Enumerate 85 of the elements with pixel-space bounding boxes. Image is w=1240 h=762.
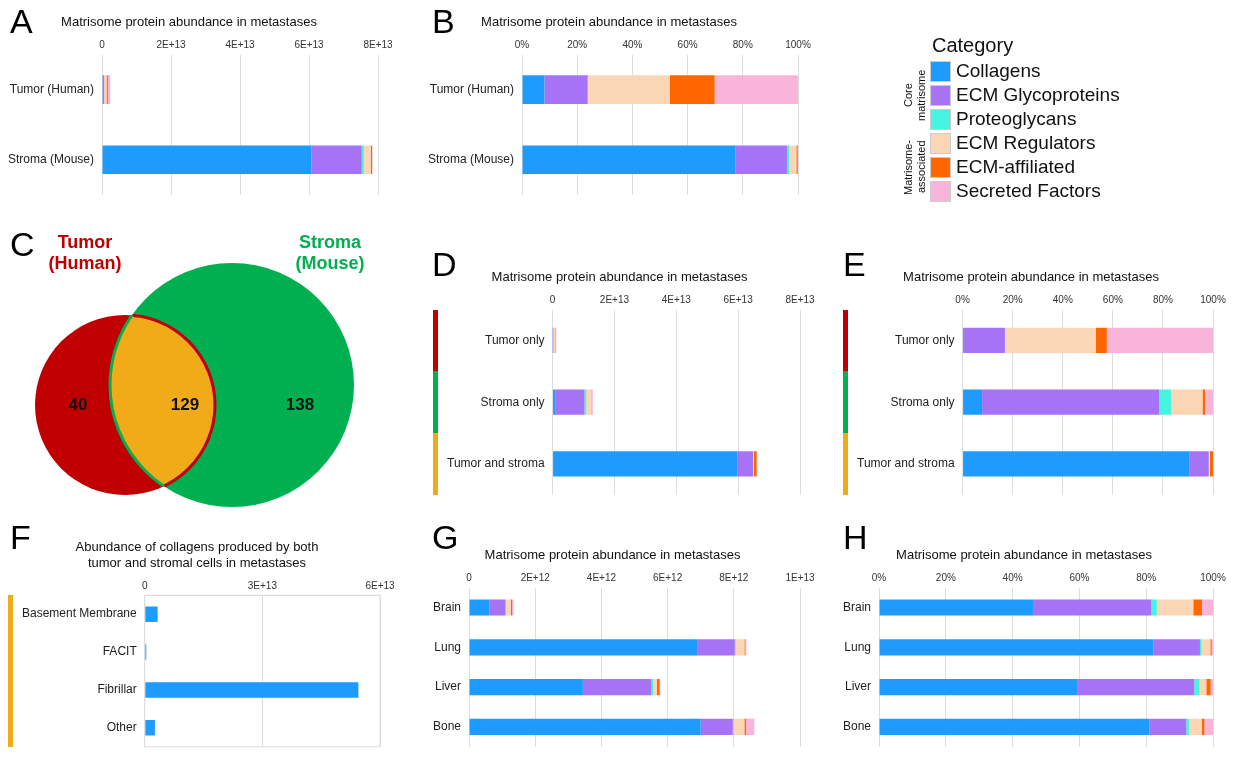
legend-label: ECM Regulators bbox=[956, 132, 1096, 154]
y-tick-label: Stroma (Mouse) bbox=[427, 152, 515, 167]
y-tick-label: Brain bbox=[433, 599, 462, 614]
legend-label: Collagens bbox=[956, 60, 1041, 82]
text: F bbox=[10, 518, 31, 556]
x-tick-label: 20% bbox=[935, 572, 956, 584]
x-tick-label: 0% bbox=[514, 39, 530, 51]
x-tick-label: 1E+13 bbox=[785, 572, 816, 584]
text: C bbox=[10, 225, 35, 263]
x-tick-label: 8E+13 bbox=[363, 39, 394, 51]
x-tick-label: 100% bbox=[1200, 572, 1226, 584]
y-tick-label: Bone bbox=[842, 719, 872, 734]
x-tick-label: 80% bbox=[732, 39, 753, 51]
y-tick-label: Tumor and stroma bbox=[446, 456, 545, 471]
y-tick-label: Basement Membrane bbox=[21, 606, 138, 621]
x-tick-label: 0 bbox=[549, 294, 556, 306]
x-tick-label: 20% bbox=[1002, 294, 1023, 306]
text: Stroma (Mouse) bbox=[295, 231, 365, 273]
x-tick-label: 0% bbox=[871, 572, 887, 584]
text: H bbox=[843, 518, 868, 556]
text: E bbox=[843, 245, 866, 283]
x-tick-label: 4E+12 bbox=[586, 572, 617, 584]
x-tick-label: 4E+13 bbox=[225, 39, 256, 51]
x-tick-label: 80% bbox=[1152, 294, 1174, 306]
text: A bbox=[10, 2, 33, 40]
data-label: 129 bbox=[170, 394, 200, 414]
x-tick-label: 60% bbox=[1069, 572, 1090, 584]
x-tick-label: 100% bbox=[785, 39, 811, 51]
legend-label: Secreted Factors bbox=[956, 180, 1101, 202]
y-tick-label: Tumor (Human) bbox=[429, 81, 515, 96]
y-tick-label: Tumor and stroma bbox=[856, 456, 955, 471]
x-tick-label: 8E+13 bbox=[785, 294, 816, 306]
chart-title: Matrisome protein abundance in metastases bbox=[903, 269, 1160, 285]
x-tick-label: 3E+13 bbox=[247, 579, 278, 591]
x-tick-label: 60% bbox=[677, 39, 698, 51]
chart-title: Matrisome protein abundance in metastases bbox=[896, 547, 1153, 563]
x-tick-label: 6E+13 bbox=[294, 39, 325, 51]
text: Core matrisome bbox=[902, 68, 928, 123]
y-tick-label: Tumor only bbox=[485, 332, 545, 347]
x-tick-label: 0 bbox=[99, 39, 106, 51]
x-tick-label: 6E+13 bbox=[365, 579, 396, 591]
y-tick-label: Stroma only bbox=[890, 394, 955, 409]
x-tick-label: 60% bbox=[1102, 294, 1123, 306]
x-tick-label: 0 bbox=[141, 579, 148, 591]
x-tick-label: 8E+12 bbox=[719, 572, 749, 584]
legend-label: Proteoglycans bbox=[956, 108, 1077, 130]
text: G bbox=[432, 518, 459, 556]
x-tick-label: 0% bbox=[955, 294, 970, 306]
x-tick-label: 20% bbox=[567, 39, 588, 51]
x-tick-label: 6E+12 bbox=[653, 572, 683, 584]
x-tick-label: 2E+12 bbox=[520, 572, 551, 584]
text: B bbox=[432, 2, 455, 40]
x-tick-label: 0 bbox=[466, 572, 473, 584]
x-tick-label: 80% bbox=[1136, 572, 1157, 584]
data-label: 138 bbox=[285, 394, 315, 414]
x-tick-label: 6E+13 bbox=[723, 294, 754, 306]
y-tick-label: Lung bbox=[844, 639, 872, 654]
y-tick-label: Liver bbox=[435, 679, 462, 694]
y-tick-label: Stroma only bbox=[480, 394, 545, 409]
y-tick-label: FACIT bbox=[102, 644, 138, 659]
x-tick-label: 40% bbox=[622, 39, 643, 51]
legend-label: ECM Glycoproteins bbox=[956, 84, 1120, 106]
chart-title: Matrisome protein abundance in metastases bbox=[61, 14, 318, 30]
x-tick-label: 40% bbox=[1002, 572, 1023, 584]
y-tick-label: Tumor only bbox=[895, 332, 955, 347]
chart-title: Matrisome protein abundance in metastases bbox=[491, 269, 748, 285]
x-tick-label: 100% bbox=[1200, 294, 1226, 306]
chart-title: Matrisome protein abundance in metastases bbox=[484, 547, 741, 563]
y-tick-label: Liver bbox=[845, 679, 872, 694]
x-tick-label: 2E+13 bbox=[599, 294, 630, 306]
x-tick-label: 4E+13 bbox=[661, 294, 692, 306]
chart-title: Matrisome protein abundance in metastases bbox=[481, 14, 738, 30]
data-label: 40 bbox=[68, 394, 88, 414]
text: D bbox=[432, 245, 457, 283]
legend-title: Category bbox=[932, 34, 1015, 57]
y-tick-label: Brain bbox=[843, 599, 872, 614]
y-tick-label: Fibrillar bbox=[97, 682, 137, 697]
x-tick-label: 2E+13 bbox=[156, 39, 187, 51]
y-tick-label: Other bbox=[106, 720, 137, 735]
y-tick-label: Bone bbox=[432, 719, 462, 734]
chart-title: Abundance of collagens produced by both tumor and stromal cells in metastases bbox=[75, 539, 319, 570]
legend-label: ECM-affiliated bbox=[956, 156, 1075, 178]
y-tick-label: Lung bbox=[434, 639, 462, 654]
x-tick-label: 40% bbox=[1052, 294, 1073, 306]
text: Matrisome-associated bbox=[902, 138, 928, 197]
